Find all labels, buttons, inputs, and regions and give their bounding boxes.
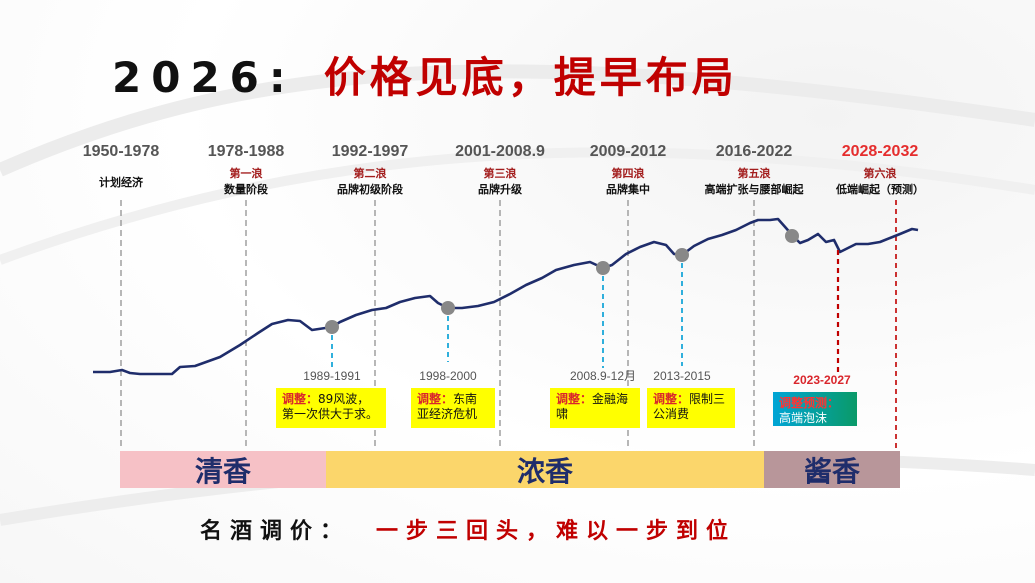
- adjustment-text: 高端泡沫: [779, 411, 828, 425]
- stage-label: 品牌集中: [606, 182, 650, 196]
- adjustment-label: 调整：: [282, 392, 319, 406]
- stage-label: 计划经济: [99, 175, 144, 189]
- wave-label: 第四浪: [612, 166, 645, 180]
- adjustment-box: 调整：89风波，第一次供大于求。: [276, 388, 386, 428]
- adjustment-marker: [675, 248, 689, 262]
- slide-title: 2026: 价格见底，提早布局: [112, 48, 738, 108]
- adjustment-box: 调整预测：高端泡沫: [773, 392, 857, 426]
- period-label: 2028-2032: [842, 143, 919, 160]
- stage-label: 品牌初级阶段: [337, 182, 403, 196]
- aroma-band: 酱香: [764, 451, 900, 488]
- adjustment-marker: [325, 320, 339, 334]
- title-prefix: 2026:: [112, 53, 296, 102]
- adjustment-text: 限制三公消费: [653, 392, 726, 421]
- adjustment-box: 调整：限制三公消费: [647, 388, 735, 428]
- adjustment-period: 2008.9-12月: [570, 369, 636, 383]
- footer-lead: 名酒调价：: [200, 519, 351, 544]
- stage-label: 品牌升级: [478, 182, 523, 196]
- period-label: 2016-2022: [716, 143, 793, 160]
- adjustment-text: 89风波，第一次供大于求。: [282, 392, 379, 421]
- trend-line: [93, 217, 919, 376]
- stage-label: 高端扩张与腰部崛起: [705, 182, 805, 196]
- period-label: 2001-2008.9: [455, 143, 545, 160]
- title-main: 价格见底，提早布局: [323, 53, 738, 102]
- period-label: 1978-1988: [208, 143, 285, 160]
- adjustment-period: 2023-2027: [793, 373, 851, 387]
- adjustment-period: 1998-2000: [419, 369, 477, 383]
- adjustment-box: 调整：东南亚经济危机: [411, 388, 495, 428]
- wave-label: 第一浪: [230, 166, 263, 180]
- adjustment-marker: [596, 261, 610, 275]
- period-label: 1950-1978: [83, 143, 160, 160]
- adjustment-label: 调整预测：: [779, 396, 840, 410]
- stage-label: 数量阶段: [224, 182, 268, 196]
- adjustment-label: 调整：: [556, 392, 593, 406]
- wave-label: 第六浪: [864, 166, 897, 180]
- wave-label: 第二浪: [354, 166, 387, 180]
- adjustment-marker: [785, 229, 799, 243]
- adjustment-period: 2013-2015: [653, 369, 711, 383]
- period-label: 1992-1997: [332, 143, 409, 160]
- period-label: 2009-2012: [590, 143, 667, 160]
- adjustment-label: 调整：: [653, 392, 690, 406]
- footer-rest: 一步三回头，难以一步到位: [376, 519, 737, 544]
- aroma-band: 浓香: [326, 451, 764, 488]
- wave-label: 第五浪: [738, 166, 771, 180]
- wave-label: 第三浪: [484, 166, 517, 180]
- footer-line: 名酒调价： 一步三回头，难以一步到位: [200, 515, 736, 549]
- adjustment-marker: [441, 301, 455, 315]
- aroma-band: 清香: [120, 451, 326, 488]
- adjustment-box: 调整：金融海啸: [550, 388, 640, 428]
- adjustment-period: 1989-1991: [303, 369, 361, 383]
- stage-label: 低端崛起（预测）: [835, 182, 924, 196]
- adjustment-label: 调整：: [417, 392, 454, 406]
- adjustment-text: 金融海啸: [556, 392, 629, 421]
- adjustment-text: 东南亚经济危机: [417, 392, 478, 421]
